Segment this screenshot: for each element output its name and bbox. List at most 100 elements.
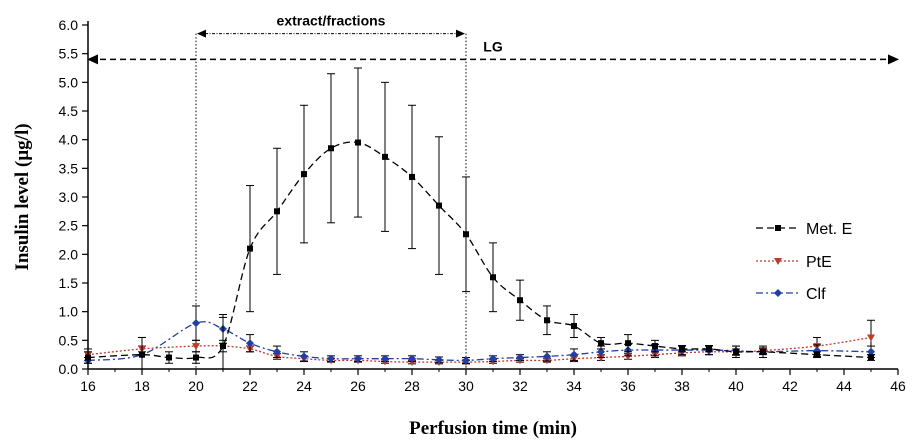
extract-fractions-label: extract/fractions <box>277 13 386 29</box>
x-tick-label: 32 <box>512 378 528 394</box>
x-tick-label: 16 <box>80 378 96 394</box>
y-tick-label: 2.5 <box>59 218 79 234</box>
series-line-pte <box>87 336 872 363</box>
y-tick-label: 1.5 <box>59 275 79 291</box>
data-point-pte <box>192 343 200 351</box>
x-tick-label: 22 <box>242 378 258 394</box>
data-point-met-e <box>598 340 604 347</box>
extract-arrow-left-head <box>197 29 206 38</box>
y-axis-title: Insulin level (µg/l) <box>12 123 33 270</box>
lg-arrow-right-head <box>888 54 899 65</box>
series-line-clf <box>87 321 872 362</box>
y-tick-label: 4.5 <box>59 103 79 119</box>
data-point-met-e <box>814 351 820 358</box>
data-point-met-e <box>775 225 781 231</box>
data-point-met-e <box>355 139 361 146</box>
data-point-pte <box>624 353 632 361</box>
legend: Met. E PtE Clf <box>756 221 852 303</box>
data-point-clf <box>408 354 416 363</box>
x-tick-label: 26 <box>350 378 366 394</box>
data-point-met-e <box>301 171 307 178</box>
y-tick-label: 0.0 <box>59 361 79 377</box>
data-point-met-e <box>274 208 280 215</box>
series-layer <box>84 67 875 370</box>
x-tick-label: 36 <box>620 378 636 394</box>
x-tick-label: 24 <box>296 378 312 394</box>
data-point-clf <box>570 350 578 359</box>
lg-label: LG <box>483 38 503 54</box>
data-point-clf <box>273 347 281 356</box>
data-point-met-e <box>193 354 199 361</box>
series-met-e <box>84 67 875 370</box>
data-point-clf <box>300 352 308 361</box>
data-point-clf <box>543 352 551 361</box>
y-tick-label: 1.0 <box>59 304 79 320</box>
x-axis-title: Perfusion time (min) <box>409 418 577 439</box>
legend-item-pte: PtE <box>756 254 832 271</box>
data-point-met-e <box>544 317 550 324</box>
data-point-met-e <box>220 343 226 350</box>
y-tick-label: 0.5 <box>59 332 79 348</box>
x-ticks: 16 18 20 22 24 26 28 30 32 34 36 38 40 42 44 46 <box>80 369 906 394</box>
y-tick-label: 6.0 <box>59 17 79 33</box>
data-point-clf <box>246 339 254 348</box>
series-line-met-e <box>87 141 872 360</box>
data-point-met-e <box>490 274 496 281</box>
x-tick-label: 40 <box>728 378 744 394</box>
y-tick-label: 3.0 <box>59 189 79 205</box>
x-tick-label: 46 <box>890 378 906 394</box>
legend-item-clf: Clf <box>756 286 826 303</box>
data-point-clf <box>489 354 497 363</box>
data-point-met-e <box>517 297 523 304</box>
data-point-met-e <box>463 231 469 238</box>
data-point-met-e <box>625 340 631 347</box>
data-point-pte <box>774 258 782 265</box>
x-tick-label: 34 <box>566 378 582 394</box>
data-point-clf <box>867 347 875 356</box>
x-tick-label: 44 <box>836 378 852 394</box>
x-tick-label: 20 <box>188 378 204 394</box>
legend-label: Met. E <box>806 221 852 238</box>
y-tick-label: 3.5 <box>59 160 79 176</box>
data-point-met-e <box>868 354 874 361</box>
x-tick-label: 28 <box>404 378 420 394</box>
data-point-clf <box>462 356 470 365</box>
data-point-met-e <box>247 245 253 252</box>
data-point-met-e <box>679 345 685 352</box>
data-point-clf <box>354 354 362 363</box>
x-tick-label: 18 <box>134 378 150 394</box>
data-point-clf <box>192 319 200 328</box>
data-point-met-e <box>733 348 739 355</box>
data-point-pte <box>867 334 875 342</box>
y-tick-label: 4.0 <box>59 132 79 148</box>
data-point-clf <box>327 354 335 363</box>
data-point-met-e <box>409 173 415 180</box>
y-ticks: 0.0 0.5 1.0 1.5 2.0 2.5 3.0 3.5 4.0 4.5 5.0 5.5 6.0 <box>59 17 88 377</box>
data-point-clf <box>516 353 524 362</box>
data-point-met-e <box>436 202 442 209</box>
data-point-met-e <box>571 323 577 329</box>
series-clf <box>84 305 875 370</box>
axis-layer: 16 18 20 22 24 26 28 30 32 34 36 38 40 42 44 46 0.0 0.5 1… <box>12 17 906 439</box>
data-point-met-e <box>166 354 172 361</box>
data-point-met-e <box>760 348 766 355</box>
extract-arrow-right-head <box>456 29 465 38</box>
data-point-met-e <box>652 343 658 350</box>
legend-label: Clf <box>806 286 826 303</box>
data-point-clf <box>597 347 605 356</box>
y-tick-label: 5.0 <box>59 74 79 90</box>
lg-arrow-left-head <box>87 54 98 65</box>
legend-label: PtE <box>806 254 832 271</box>
x-tick-label: 30 <box>458 378 474 394</box>
x-tick-label: 38 <box>674 378 690 394</box>
data-point-met-e <box>382 153 388 160</box>
x-tick-label: 42 <box>782 378 798 394</box>
y-tick-label: 5.5 <box>59 46 79 62</box>
annotation-layer: extract/fractions LG <box>87 13 899 369</box>
y-tick-label: 2.0 <box>59 246 79 262</box>
data-point-met-e <box>328 145 334 152</box>
data-point-met-e <box>139 351 145 358</box>
data-point-clf <box>435 355 443 364</box>
legend-item-met-e: Met. E <box>756 221 852 238</box>
